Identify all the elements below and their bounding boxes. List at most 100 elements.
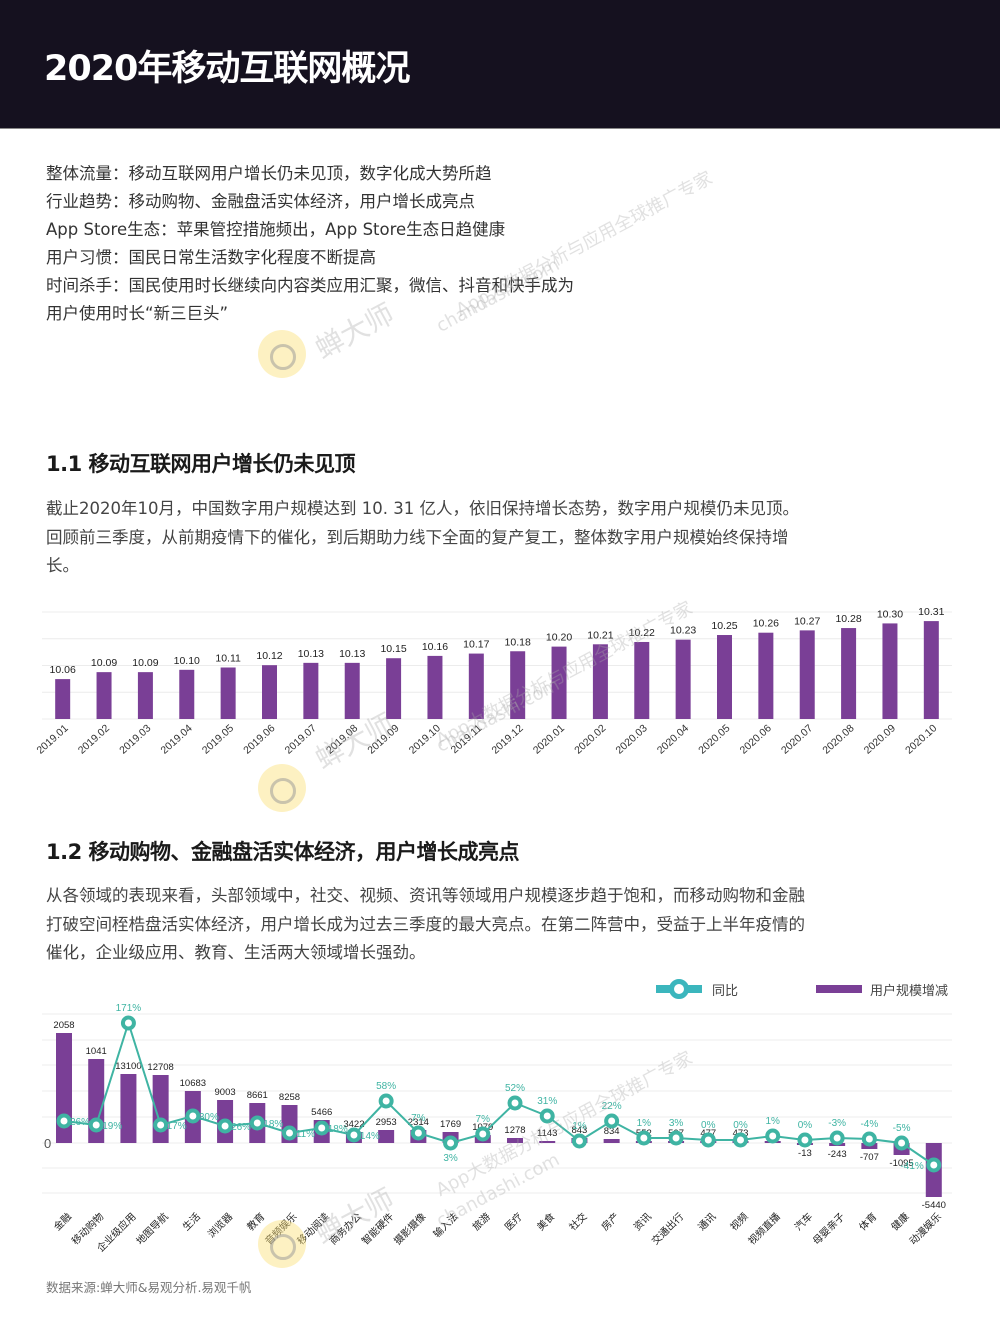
bar-group: 10.28 2020.08 xyxy=(820,613,862,757)
bar-value-label: 10.23 xyxy=(670,625,696,637)
bar-group: 10.17 2019.11 xyxy=(449,639,490,757)
bar xyxy=(923,621,939,719)
bar xyxy=(841,628,857,719)
bar xyxy=(551,646,567,719)
summary-line: 整体流量：移动互联网用户增长仍未见顶，数字化成大势所趋 xyxy=(46,164,492,183)
line-marker xyxy=(56,1113,72,1129)
summary-line: 用户习惯：国民日常生活数字化程度不断提高 xyxy=(46,248,376,267)
yoy-value-label: 7% xyxy=(476,1114,491,1125)
line-marker xyxy=(185,1108,201,1124)
zero-axis-label: 0 xyxy=(44,1136,51,1151)
category-label: 美食 xyxy=(534,1210,557,1233)
x-tick-label: 2019.08 xyxy=(324,722,360,756)
line-marker xyxy=(700,1132,716,1148)
x-tick-label: 2019.07 xyxy=(283,722,319,756)
x-tick-label: 2020.10 xyxy=(903,722,939,756)
bar-value-label: 1769 xyxy=(440,1119,461,1130)
category-group: 834 房产 xyxy=(598,1126,621,1233)
bar-value-label: -707 xyxy=(860,1152,879,1163)
yoy-line xyxy=(63,1019,935,1166)
line-marker xyxy=(153,1117,169,1133)
bar xyxy=(603,1139,620,1143)
bar-value-label: 10.12 xyxy=(256,650,282,662)
category-label: 金融 xyxy=(51,1210,74,1233)
yoy-value-label: 0% xyxy=(798,1120,813,1131)
bar xyxy=(717,635,732,719)
legend-item-yoy: 同比 xyxy=(656,978,738,1000)
category-label: 摄影摄像 xyxy=(391,1210,428,1247)
bar xyxy=(675,639,691,719)
category-label: 健康 xyxy=(888,1210,911,1233)
yoy-value-label: 1% xyxy=(637,1118,652,1129)
category-label: 资讯 xyxy=(631,1211,654,1234)
line-marker xyxy=(894,1135,910,1151)
bar xyxy=(262,665,277,719)
bar xyxy=(468,653,484,719)
bar xyxy=(634,641,650,719)
category-label: 商务办公 xyxy=(327,1210,364,1247)
bar-group: 10.13 2019.08 xyxy=(324,648,366,757)
category-label: 通讯 xyxy=(696,1211,719,1234)
x-tick-label: 2020.01 xyxy=(531,722,567,756)
bar-value-label: 10.11 xyxy=(215,652,241,664)
bar xyxy=(303,662,319,719)
bar-value-label: -13 xyxy=(798,1148,812,1159)
bar-value-label: 1143 xyxy=(537,1128,557,1139)
bar xyxy=(882,623,898,719)
bar-value-label: 5466 xyxy=(311,1107,332,1118)
yoy-value-label: -41% xyxy=(900,1161,923,1172)
yoy-value-label: 19% xyxy=(102,1121,122,1132)
yoy-value-label: 22% xyxy=(602,1101,622,1112)
legend-label-user-change: 用户规模增减 xyxy=(870,983,949,999)
category-label: 浏览器 xyxy=(205,1210,235,1240)
bar-group: 10.30 2020.09 xyxy=(862,608,904,756)
x-tick-label: 2019.04 xyxy=(159,722,195,756)
yoy-value-label: 26% xyxy=(231,1122,251,1133)
bar-value-label: 10.09 xyxy=(91,657,117,669)
bar xyxy=(427,655,443,719)
page-header: 2020年移动互联网概况 xyxy=(0,0,1000,129)
bar-value-label: 834 xyxy=(604,1126,620,1137)
bar xyxy=(539,1141,556,1143)
category-group: 1278 医疗 xyxy=(502,1125,526,1233)
bar-swatch-icon xyxy=(816,985,862,993)
section-2-title: 1.2 移动购物、金融盘活实体经济，用户增长成亮点 xyxy=(46,840,520,864)
bar-value-label: 1278 xyxy=(504,1125,525,1136)
line-marker xyxy=(829,1130,845,1146)
yoy-value-label: 3% xyxy=(443,1153,458,1164)
bar-group: 10.12 2019.06 xyxy=(241,650,283,756)
bar-group: 10.13 2019.07 xyxy=(283,648,325,757)
bar xyxy=(96,672,112,719)
category-growth-combo-chart: 0 2058 金融 1041 移动购物 13100 企业级应用 12708 地图导航 10683 生… xyxy=(0,995,1000,1270)
bar-value-label: 1041 xyxy=(86,1046,107,1057)
yoy-value-label: 52% xyxy=(505,1083,525,1094)
bar-value-label: 10.20 xyxy=(546,632,572,644)
yoy-value-label: 1% xyxy=(765,1116,780,1127)
category-label: 房产 xyxy=(598,1210,621,1233)
line-marker xyxy=(443,1135,459,1151)
line-marker xyxy=(88,1117,104,1133)
bar-value-label: 10683 xyxy=(180,1078,206,1089)
category-label: 视频直播 xyxy=(745,1210,782,1247)
legend-item-user-change: 用户规模增减 xyxy=(816,978,948,1000)
category-label: 视频 xyxy=(727,1210,750,1233)
bar xyxy=(137,672,153,719)
category-label: 医疗 xyxy=(502,1210,525,1233)
bar xyxy=(510,651,526,719)
bar-value-label: 10.26 xyxy=(753,618,779,630)
yoy-value-label: -4% xyxy=(860,1119,878,1130)
bar-value-label: 13100 xyxy=(115,1061,141,1072)
bar-group: 10.21 2020.02 xyxy=(572,629,614,756)
category-label: 输入法 xyxy=(430,1210,460,1240)
user-scale-bar-chart: 10.06 2019.01 10.09 2019.02 10.09 2019.03 10.1… xyxy=(0,595,1000,780)
yoy-value-label: 1% xyxy=(572,1121,587,1132)
line-marker xyxy=(539,1108,555,1124)
bar-value-label: 10.22 xyxy=(629,627,655,639)
yoy-value-label: 31% xyxy=(537,1096,557,1107)
bar xyxy=(120,1074,137,1143)
page-title: 2020年移动互联网概况 xyxy=(44,49,410,89)
chart-1-canvas: 10.062019.0110.092019.0210.092019.0310.1… xyxy=(34,606,952,757)
bar-group: 10.25 2020.05 xyxy=(696,620,738,757)
category-group: -707 体育 xyxy=(856,1143,879,1233)
